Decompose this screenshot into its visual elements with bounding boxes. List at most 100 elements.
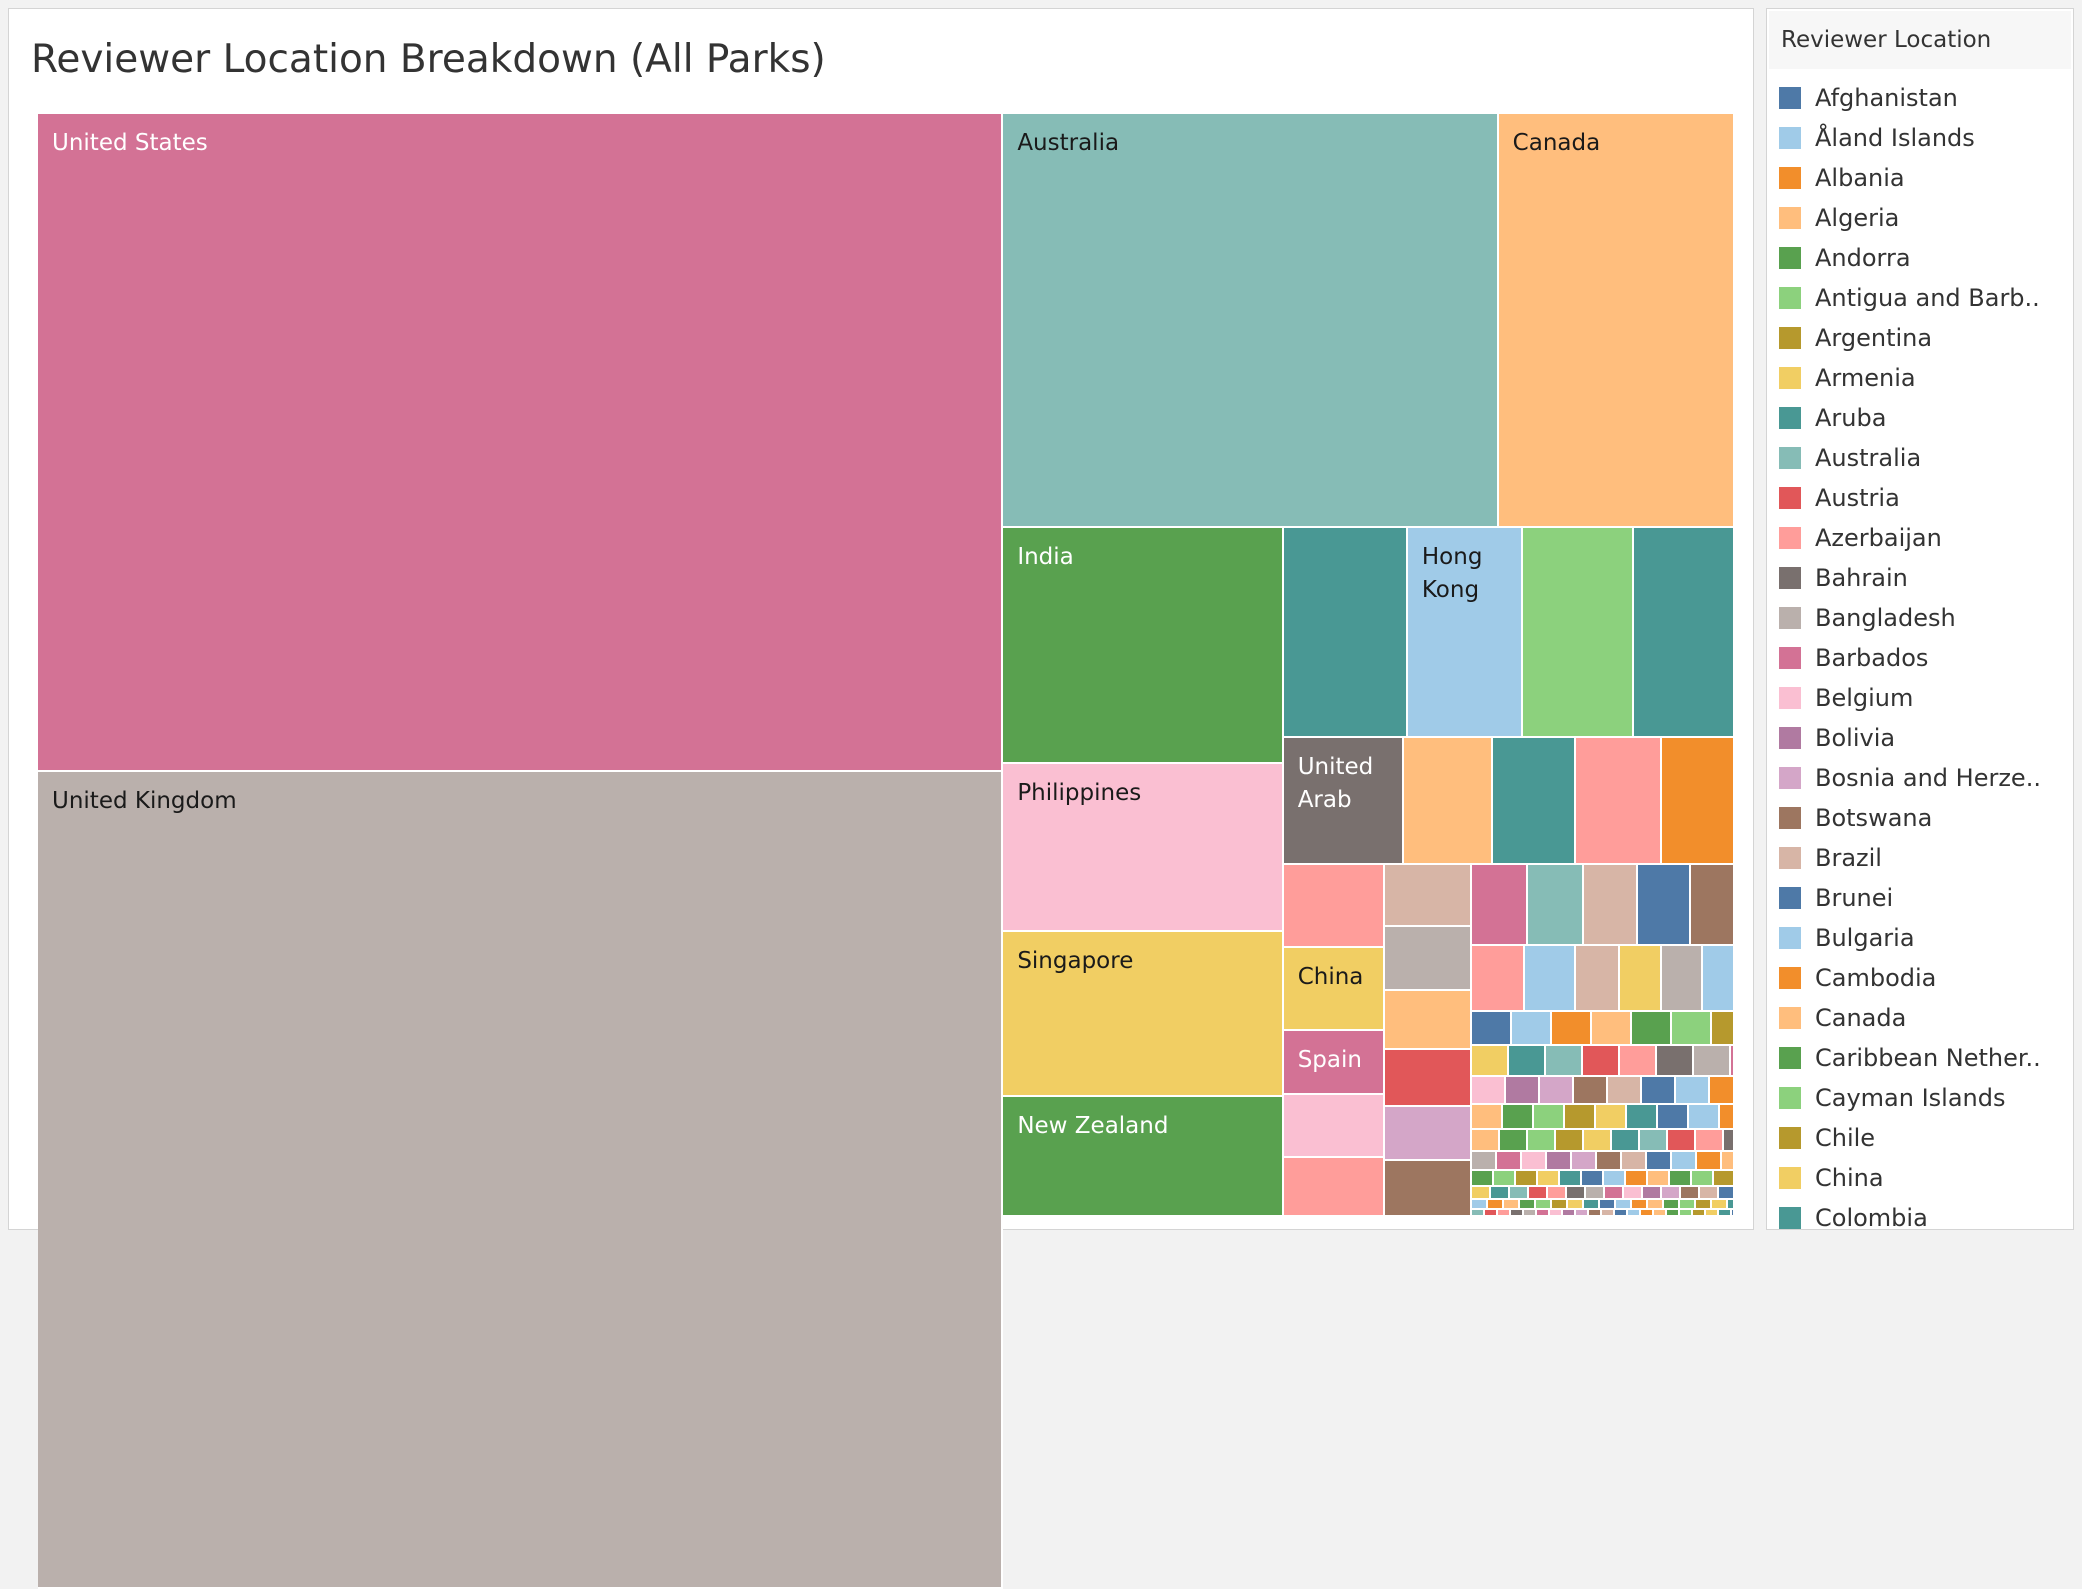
treemap-cell-small[interactable] [1669,1171,1692,1188]
treemap-cell-small[interactable] [1471,1210,1485,1217]
treemap-cell-small[interactable] [1503,1200,1520,1211]
treemap-cell-small[interactable] [1646,1152,1672,1172]
treemap-cell-small[interactable] [1666,1210,1680,1217]
treemap-cell[interactable] [1283,865,1386,949]
treemap-cell-small[interactable] [1591,1012,1632,1047]
treemap-cell[interactable]: New Zealand [1003,1096,1284,1217]
treemap-cell-small[interactable] [1718,1210,1732,1217]
treemap-cell-small[interactable] [1581,1171,1604,1188]
treemap-cell-small[interactable] [1559,1171,1582,1188]
treemap-cell-small[interactable] [1536,1210,1550,1217]
treemap-cell-small[interactable] [1653,1210,1667,1217]
treemap-cell-small[interactable] [1607,1077,1642,1106]
treemap-cell-small[interactable] [1688,1105,1720,1131]
treemap-cell-small[interactable] [1546,1152,1572,1172]
treemap-cell[interactable]: Australia [1003,114,1499,529]
treemap-cell-small[interactable] [1510,1210,1524,1217]
treemap-cell-small[interactable] [1596,1152,1622,1172]
treemap-cell-small[interactable] [1711,1200,1728,1211]
treemap-cell-small[interactable] [1505,1077,1540,1106]
treemap-cell-small[interactable] [1731,1210,1735,1217]
treemap-cell-small[interactable] [1487,1200,1504,1211]
treemap-cell-small[interactable] [1519,1200,1536,1211]
treemap-cell-small[interactable] [1692,1210,1706,1217]
treemap-cell-small[interactable] [1671,1012,1712,1047]
treemap-cell-small[interactable] [1471,1046,1509,1078]
treemap-cell-small[interactable] [1696,1152,1722,1172]
treemap-cell-small[interactable] [1537,1171,1560,1188]
treemap-cell-small[interactable] [1675,1077,1710,1106]
treemap-cell[interactable] [1620,945,1662,1013]
treemap-cell[interactable] [1385,1160,1472,1217]
treemap-cell-small[interactable] [1614,1210,1628,1217]
treemap-cell[interactable] [1283,528,1408,739]
treemap-cell-small[interactable] [1539,1077,1574,1106]
treemap-cell[interactable] [1576,945,1621,1013]
treemap-cell-small[interactable] [1627,1210,1641,1217]
treemap-cell-small[interactable] [1551,1012,1592,1047]
treemap-cell-small[interactable] [1615,1200,1632,1211]
treemap-cell[interactable]: United Kingdom [38,771,1004,1589]
treemap-cell-small[interactable] [1471,1105,1503,1131]
treemap-cell-small[interactable] [1585,1187,1605,1201]
treemap-cell-small[interactable] [1657,1105,1689,1131]
treemap-cell[interactable] [1528,865,1585,946]
treemap-cell-small[interactable] [1667,1130,1696,1153]
treemap-cell-small[interactable] [1471,1130,1500,1153]
treemap-cell-small[interactable] [1566,1187,1586,1201]
treemap-cell-small[interactable] [1533,1105,1565,1131]
treemap-cell[interactable] [1403,738,1494,866]
treemap-cell[interactable] [1637,865,1691,946]
treemap-cell-small[interactable] [1727,1200,1735,1211]
treemap-cell-small[interactable] [1721,1152,1735,1172]
treemap-cell[interactable] [1702,945,1735,1013]
treemap-cell[interactable] [1522,528,1634,739]
treemap-cell-small[interactable] [1619,1046,1657,1078]
treemap-cell-small[interactable] [1562,1210,1576,1217]
treemap-cell-small[interactable] [1573,1077,1608,1106]
treemap-cell-small[interactable] [1603,1171,1626,1188]
treemap-cell[interactable] [1385,991,1472,1050]
treemap-cell-small[interactable] [1621,1152,1647,1172]
treemap-cell-small[interactable] [1671,1152,1697,1172]
treemap-cell-small[interactable] [1521,1152,1547,1172]
treemap-cell-small[interactable] [1647,1171,1670,1188]
treemap-cell-small[interactable] [1718,1187,1735,1201]
treemap-cell-small[interactable] [1631,1012,1672,1047]
treemap-cell[interactable] [1525,945,1577,1013]
treemap-cell-small[interactable] [1680,1187,1700,1201]
treemap-cell[interactable]: China [1283,948,1386,1032]
treemap-cell-small[interactable] [1679,1200,1696,1211]
treemap-cell-small[interactable] [1679,1210,1693,1217]
treemap-cell[interactable]: United States [38,114,1004,772]
treemap-cell-small[interactable] [1564,1105,1596,1131]
treemap-cell-small[interactable] [1625,1171,1648,1188]
treemap-cell[interactable] [1385,865,1472,927]
treemap-cell-small[interactable] [1571,1152,1597,1172]
treemap-cell[interactable] [1283,1095,1386,1159]
treemap-cell-small[interactable] [1471,1187,1491,1201]
treemap-cell-small[interactable] [1599,1200,1616,1211]
treemap-cell-small[interactable] [1639,1130,1668,1153]
treemap-cell-small[interactable] [1699,1187,1719,1201]
treemap-cell-small[interactable] [1695,1200,1712,1211]
treemap-cell-small[interactable] [1549,1210,1563,1217]
treemap-cell-small[interactable] [1663,1200,1680,1211]
treemap-cell[interactable] [1385,1049,1472,1108]
treemap-cell-small[interactable] [1661,1187,1681,1201]
treemap-cell-small[interactable] [1471,1152,1497,1172]
treemap-cell-small[interactable] [1567,1200,1584,1211]
treemap-cell-small[interactable] [1588,1210,1602,1217]
treemap-cell-small[interactable] [1723,1130,1735,1153]
treemap-cell[interactable] [1661,738,1735,866]
treemap-cell-small[interactable] [1719,1105,1735,1131]
treemap-cell[interactable] [1576,738,1662,866]
treemap-cell-small[interactable] [1471,1200,1488,1211]
treemap-cell-small[interactable] [1640,1210,1654,1217]
treemap-cell[interactable]: Singapore [1003,932,1284,1097]
treemap-cell-small[interactable] [1490,1187,1510,1201]
treemap-cell-small[interactable] [1502,1105,1534,1131]
treemap-cell-small[interactable] [1656,1046,1694,1078]
treemap-cell-small[interactable] [1730,1046,1735,1078]
treemap-cell-small[interactable] [1693,1046,1731,1078]
